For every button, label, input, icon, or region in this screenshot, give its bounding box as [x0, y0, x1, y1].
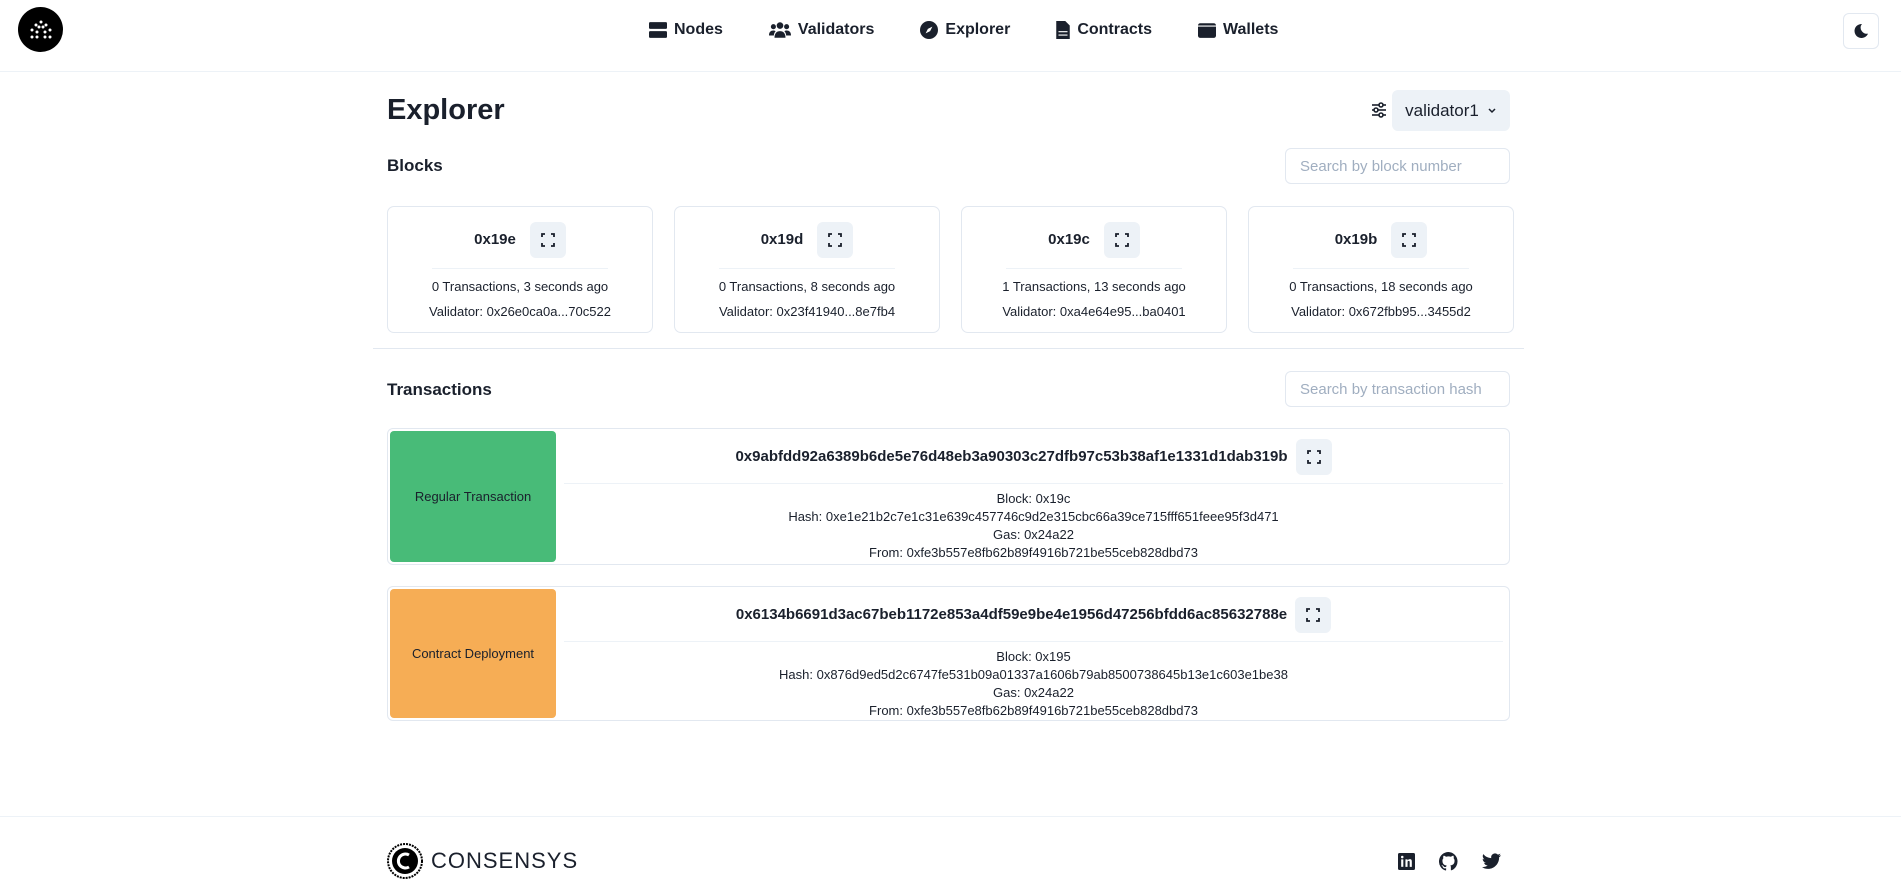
- transaction-from: From: 0xfe3b557e8fb62b89f4916b721be55ceb…: [869, 703, 1198, 718]
- expand-transaction-button[interactable]: [1295, 596, 1332, 633]
- expand-block-button[interactable]: [817, 221, 854, 258]
- brand-name: CONSENSYS: [431, 848, 579, 873]
- expand-icon: [1114, 232, 1129, 247]
- expand-icon: [1306, 449, 1321, 464]
- expand-icon: [540, 232, 555, 247]
- expand-block-button[interactable]: [1391, 221, 1428, 258]
- transaction-card: Regular Transaction 0x9abfdd92a6389b6de5…: [387, 428, 1510, 565]
- node-select-value: validator1: [1405, 100, 1479, 120]
- transaction-type-badge: Contract Deployment: [390, 589, 556, 718]
- compass-icon: [920, 21, 939, 39]
- transaction-details: 0x6134b6691d3ac67beb1172e853a4df59e9be4e…: [558, 587, 1509, 720]
- expand-icon: [1306, 607, 1321, 622]
- app-logo[interactable]: [18, 7, 63, 52]
- settings-sliders-icon[interactable]: [1369, 100, 1389, 120]
- github-icon[interactable]: [1439, 852, 1458, 871]
- transaction-from: From: 0xfe3b557e8fb62b89f4916b721be55ceb…: [869, 545, 1198, 560]
- nav-label: Wallets: [1223, 21, 1279, 38]
- consensys-mark-icon: [387, 843, 423, 879]
- transaction-details: 0x9abfdd92a6389b6de5e76d48eb3a90303c27df…: [558, 429, 1509, 564]
- expand-icon: [1402, 232, 1417, 247]
- block-card: 0x19b 0 Transactions, 18 seconds ago Val…: [1248, 206, 1514, 333]
- block-card: 0x19c 1 Transactions, 13 seconds ago Val…: [961, 206, 1227, 333]
- page-title: Explorer: [387, 94, 505, 126]
- twitter-icon[interactable]: [1482, 853, 1501, 870]
- expand-block-button[interactable]: [529, 221, 566, 258]
- transaction-block: Block: 0x19c: [996, 491, 1071, 506]
- expand-block-button[interactable]: [1103, 221, 1140, 258]
- block-summary: 0 Transactions, 8 seconds ago: [718, 279, 896, 294]
- block-card: 0x19e 0 Transactions, 3 seconds ago Vali…: [387, 206, 653, 333]
- wallet-icon: [1198, 23, 1216, 38]
- block-number: 0x19b: [1334, 231, 1378, 248]
- footer: CONSENSYS: [0, 816, 1901, 889]
- nav-contracts[interactable]: Contracts: [1056, 18, 1152, 42]
- block-validator: Validator: 0x23f41940...8e7fb4: [718, 304, 896, 319]
- moon-icon: [1854, 24, 1868, 38]
- transaction-header: 0x6134b6691d3ac67beb1172e853a4df59e9be4e…: [564, 594, 1503, 642]
- consensys-logo[interactable]: CONSENSYS: [387, 843, 578, 879]
- nav-explorer[interactable]: Explorer: [920, 18, 1010, 42]
- transaction-gas: Gas: 0x24a22: [993, 527, 1074, 542]
- nav-label: Contracts: [1077, 21, 1152, 38]
- nav-wallets[interactable]: Wallets: [1198, 18, 1278, 42]
- block-summary: 1 Transactions, 13 seconds ago: [1002, 279, 1186, 294]
- file-icon: [1056, 21, 1071, 39]
- block-card-header: 0x19d: [719, 221, 895, 269]
- block-summary: 0 Transactions, 3 seconds ago: [431, 279, 609, 294]
- block-card: 0x19d 0 Transactions, 8 seconds ago Vali…: [674, 206, 940, 333]
- server-icon: [649, 22, 667, 38]
- nav-label: Validators: [797, 21, 875, 38]
- section-divider: [373, 348, 1524, 349]
- blocks-heading: Blocks: [387, 156, 443, 175]
- dots-logo-icon: [30, 20, 51, 38]
- main-nav: Nodes Validators Explorer Contracts Wall…: [649, 18, 1324, 42]
- block-search-input[interactable]: [1285, 148, 1510, 184]
- expand-icon: [828, 232, 843, 247]
- top-navbar: Nodes Validators Explorer Contracts Wall…: [0, 0, 1901, 72]
- nav-label: Explorer: [945, 21, 1011, 38]
- nav-label: Nodes: [674, 21, 723, 38]
- transaction-block: Block: 0x195: [996, 649, 1071, 664]
- transaction-type-badge: Regular Transaction: [390, 431, 556, 562]
- transactions-heading: Transactions: [387, 380, 492, 399]
- block-number: 0x19d: [760, 231, 804, 248]
- block-card-header: 0x19b: [1293, 221, 1469, 269]
- nav-nodes[interactable]: Nodes: [649, 18, 723, 42]
- transaction-hash: 0x9abfdd92a6389b6de5e76d48eb3a90303c27df…: [735, 448, 1288, 465]
- block-validator: Validator: 0x26e0ca0a...70c522: [429, 304, 611, 319]
- linkedin-icon[interactable]: [1398, 853, 1415, 870]
- chevron-down-icon: [1488, 107, 1496, 113]
- block-validator: Validator: 0x672fbb95...3455d2: [1291, 304, 1471, 319]
- block-number: 0x19e: [474, 231, 516, 248]
- block-summary: 0 Transactions, 18 seconds ago: [1289, 279, 1473, 294]
- block-card-header: 0x19c: [1006, 221, 1182, 269]
- transaction-gas: Gas: 0x24a22: [993, 685, 1074, 700]
- transaction-search-input[interactable]: [1285, 371, 1510, 407]
- transaction-header: 0x9abfdd92a6389b6de5e76d48eb3a90303c27df…: [564, 436, 1503, 484]
- theme-toggle-button[interactable]: [1843, 13, 1879, 49]
- users-icon: [768, 22, 791, 38]
- node-select[interactable]: validator1: [1392, 90, 1510, 131]
- transaction-card: Contract Deployment 0x6134b6691d3ac67beb…: [387, 586, 1510, 721]
- block-validator: Validator: 0xa4e64e95...ba0401: [1002, 304, 1186, 319]
- nav-validators[interactable]: Validators: [768, 18, 875, 42]
- block-list: 0x19e 0 Transactions, 3 seconds ago Vali…: [387, 206, 1514, 333]
- transaction-hash-line: Hash: 0x876d9ed5d2c6747fe531b09a01337a16…: [779, 667, 1288, 682]
- expand-transaction-button[interactable]: [1295, 438, 1332, 475]
- block-card-header: 0x19e: [432, 221, 608, 269]
- transaction-hash-line: Hash: 0xe1e21b2c7e1c31e639c457746c9d2e31…: [788, 509, 1279, 524]
- block-number: 0x19c: [1048, 231, 1090, 248]
- transaction-hash: 0x6134b6691d3ac67beb1172e853a4df59e9be4e…: [735, 606, 1288, 623]
